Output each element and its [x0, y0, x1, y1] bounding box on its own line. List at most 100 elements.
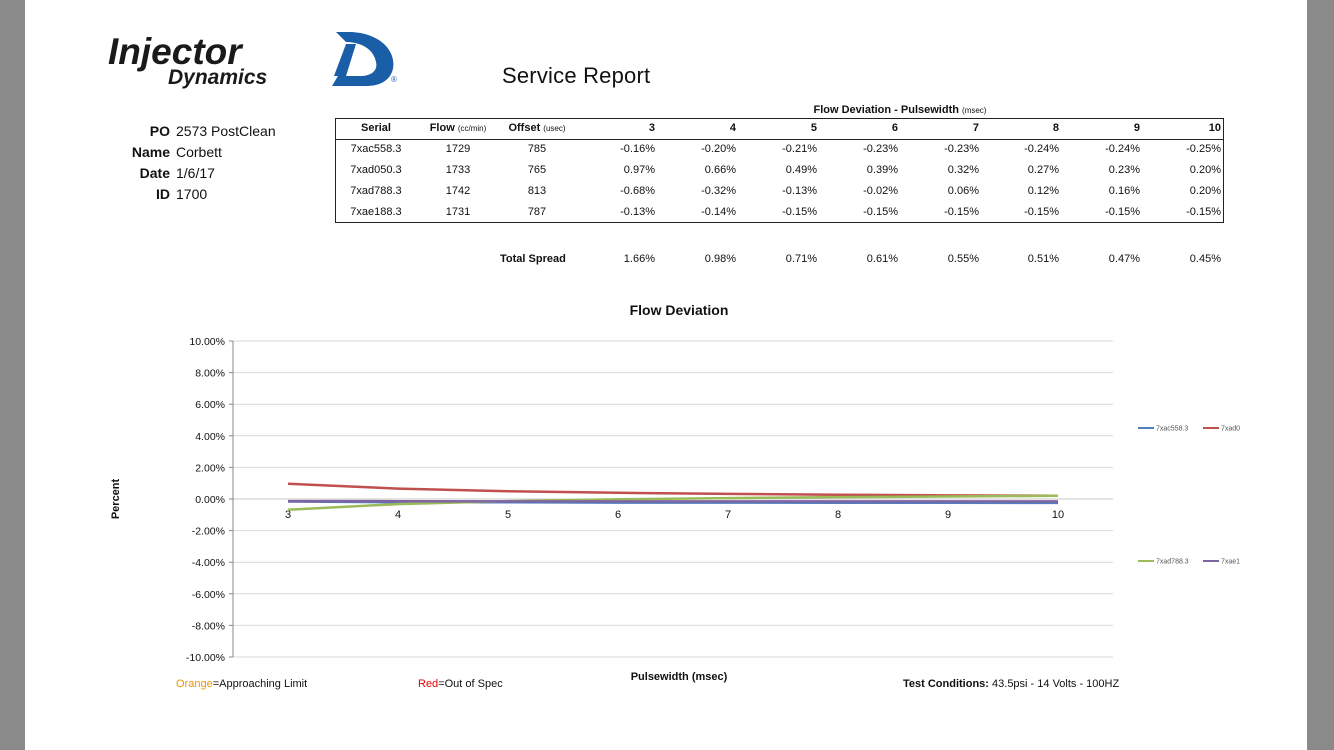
legend-label: 7xad0 — [1221, 426, 1240, 433]
y-tick-label: -4.00% — [192, 557, 225, 569]
total-spread-value: 0.61% — [866, 253, 898, 265]
cell-deviation: 0.66% — [704, 164, 736, 176]
cell-deviation: -0.25% — [1186, 143, 1221, 155]
table-header-divider — [335, 139, 1224, 140]
cell-deviation: -0.20% — [701, 143, 736, 155]
po-value: 2573 PostClean — [176, 123, 276, 139]
cell-serial: 7xad050.3 — [350, 164, 402, 176]
orange-word: Orange — [176, 678, 213, 690]
col-header-flow-text: Flow — [429, 122, 455, 134]
x-tick-label: 3 — [285, 509, 291, 521]
cell-deviation: -0.02% — [863, 185, 898, 197]
total-spread-value: 0.71% — [785, 253, 817, 265]
po-label: PO — [149, 123, 170, 139]
cell-deviation: 0.49% — [785, 164, 817, 176]
flow-deviation-heading-text: Flow Deviation - Pulsewidth — [813, 104, 959, 116]
cell-deviation: 0.39% — [866, 164, 898, 176]
cell-deviation: -0.23% — [863, 143, 898, 155]
col-header-pulsewidth: 10 — [1208, 122, 1221, 134]
legend-label: 7xad788.3 — [1156, 559, 1189, 566]
series-line-7xad788.3 — [287, 494, 1059, 511]
total-spread-value: 0.45% — [1189, 253, 1221, 265]
cell-deviation: 0.32% — [947, 164, 979, 176]
cell-deviation: -0.32% — [701, 185, 736, 197]
col-header-pulsewidth: 3 — [648, 122, 655, 134]
cell-flow: 1742 — [445, 185, 471, 197]
legend-label: 7xac558.3 — [1156, 426, 1188, 433]
cell-deviation: -0.15% — [782, 206, 817, 218]
y-tick-label: 4.00% — [195, 431, 225, 443]
red-legend-note: Red=Out of Spec — [418, 678, 503, 690]
red-word: Red — [418, 678, 439, 690]
total-spread-label: Total Spread — [500, 253, 566, 265]
x-tick-label: 5 — [505, 509, 511, 521]
col-header-serial: Serial — [361, 122, 391, 134]
cell-deviation: -0.68% — [620, 185, 655, 197]
y-tick-label: 0.00% — [195, 494, 225, 506]
x-tick-label: 9 — [945, 509, 951, 521]
id-label: ID — [156, 186, 170, 202]
col-header-pulsewidth: 6 — [891, 122, 898, 134]
report-title: Service Report — [502, 63, 651, 88]
x-axis-label: Pulsewidth (msec) — [631, 671, 728, 683]
orange-meaning: =Approaching Limit — [212, 678, 308, 690]
cell-serial: 7xad788.3 — [350, 185, 402, 197]
cell-serial: 7xac558.3 — [350, 143, 402, 155]
y-tick-label: -6.00% — [192, 589, 225, 601]
y-tick-label: 8.00% — [195, 368, 225, 380]
cell-deviation: -0.15% — [1105, 206, 1140, 218]
x-tick-label: 8 — [835, 509, 841, 521]
orange-legend-note: Orange=Approaching Limit — [176, 678, 307, 690]
y-tick-label: -8.00% — [192, 620, 225, 632]
flow-data-table — [335, 118, 1224, 223]
y-tick-label: 10.00% — [189, 336, 225, 348]
cell-deviation: -0.15% — [1186, 206, 1221, 218]
legend-label: 7xae1 — [1221, 559, 1240, 566]
total-spread-value: 0.47% — [1108, 253, 1140, 265]
cell-offset: 787 — [527, 206, 547, 218]
total-spread-value: 1.66% — [623, 253, 655, 265]
cell-deviation: 0.12% — [1027, 185, 1059, 197]
cell-deviation: 0.06% — [947, 185, 979, 197]
y-tick-label: 6.00% — [195, 399, 225, 411]
cell-offset: 785 — [527, 143, 547, 155]
col-header-pulsewidth: 5 — [810, 122, 817, 134]
cell-deviation: -0.15% — [944, 206, 979, 218]
cell-offset: 765 — [527, 164, 547, 176]
cell-deviation: -0.23% — [944, 143, 979, 155]
col-header-offset-text: Offset — [508, 122, 541, 134]
y-tick-label: -10.00% — [186, 652, 225, 664]
cell-deviation: -0.13% — [782, 185, 817, 197]
x-tick-label: 10 — [1052, 509, 1064, 521]
cell-deviation: -0.14% — [701, 206, 736, 218]
red-meaning: =Out of Spec — [438, 678, 503, 690]
x-tick-label: 6 — [615, 509, 621, 521]
total-spread-value: 0.55% — [947, 253, 979, 265]
col-header-pulsewidth: 9 — [1133, 122, 1140, 134]
total-spread-value: 0.51% — [1027, 253, 1059, 265]
total-spread-value: 0.98% — [704, 253, 736, 265]
cell-deviation: -0.15% — [863, 206, 898, 218]
series-line-7xad050.3 — [287, 482, 1059, 498]
col-header-pulsewidth: 8 — [1052, 122, 1059, 134]
cell-deviation: 0.97% — [623, 164, 655, 176]
col-header-offset: Offset (usec) — [477, 122, 597, 134]
cell-deviation: -0.24% — [1024, 143, 1059, 155]
cell-deviation: -0.15% — [1024, 206, 1059, 218]
cell-deviation: 0.27% — [1027, 164, 1059, 176]
cell-flow: 1733 — [445, 164, 471, 176]
y-axis-label: Percent — [110, 478, 122, 519]
cell-offset: 813 — [527, 185, 547, 197]
test-conditions: Test Conditions: 43.5psi - 14 Volts - 10… — [903, 678, 1119, 690]
name-value: Corbett — [176, 144, 222, 160]
cell-deviation: -0.21% — [782, 143, 817, 155]
cell-deviation: 0.20% — [1189, 164, 1221, 176]
cell-deviation: -0.24% — [1105, 143, 1140, 155]
col-header-flow-unit: (cc/min) — [457, 124, 487, 133]
col-header-flow: Flow (cc/min) — [398, 122, 518, 134]
test-conditions-label: Test Conditions: — [903, 678, 989, 690]
col-header-pulsewidth: 4 — [729, 122, 736, 134]
test-conditions-value: 43.5psi - 14 Volts - 100HZ — [988, 678, 1120, 690]
cell-deviation: -0.13% — [620, 206, 655, 218]
date-label: Date — [139, 165, 170, 181]
